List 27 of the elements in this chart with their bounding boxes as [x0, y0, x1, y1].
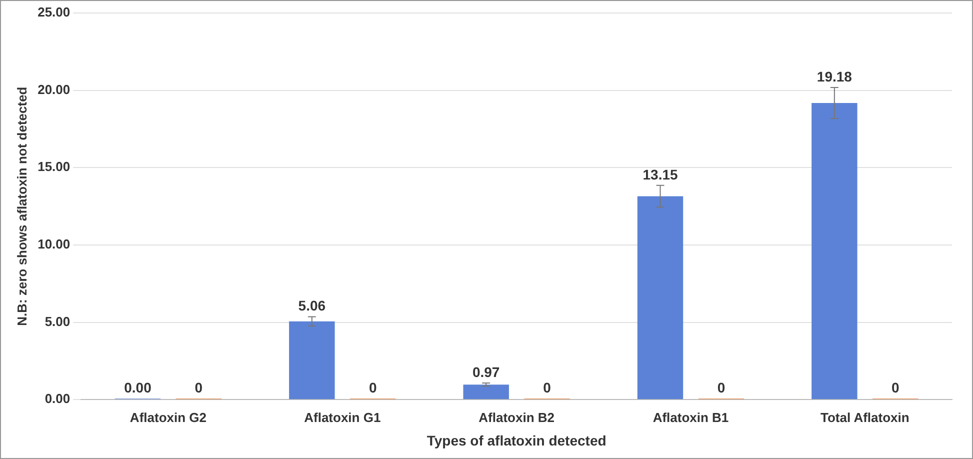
x-tick-label: Aflatoxin G1 [304, 410, 381, 425]
bar [463, 384, 509, 400]
data-label: 0 [891, 379, 900, 396]
bar [289, 321, 335, 400]
data-label: 0 [194, 379, 203, 396]
y-tick-label: 15.00 [38, 159, 70, 174]
data-label: 0.00 [124, 379, 152, 396]
data-label: 0 [368, 379, 377, 396]
x-tick-label: Aflatoxin B2 [478, 410, 554, 425]
bar [637, 196, 684, 400]
x-axis-title: Types of aflatoxin detected [426, 432, 606, 448]
y-tick-label: 0.00 [44, 391, 70, 406]
x-tick-label: Total Aflatoxin [820, 410, 910, 425]
x-tick-label: Aflatoxin B1 [652, 410, 729, 425]
data-label: 13.15 [642, 166, 678, 182]
x-tick-label: Aflatoxin G2 [130, 410, 207, 425]
data-label: 5.06 [298, 298, 326, 314]
y-axis-title: N.B: zero shows aflatoxin not detected [14, 86, 30, 326]
y-tick-label: 25.00 [38, 4, 70, 20]
data-label: 19.18 [816, 68, 852, 84]
data-label: 0 [543, 379, 552, 396]
data-label: 0.97 [472, 364, 500, 380]
data-label: 0 [717, 379, 726, 396]
y-tick-label: 20.00 [38, 82, 70, 97]
y-tick-label: 5.00 [44, 314, 70, 329]
bar [812, 103, 858, 400]
y-tick-label: 10.00 [38, 236, 70, 252]
